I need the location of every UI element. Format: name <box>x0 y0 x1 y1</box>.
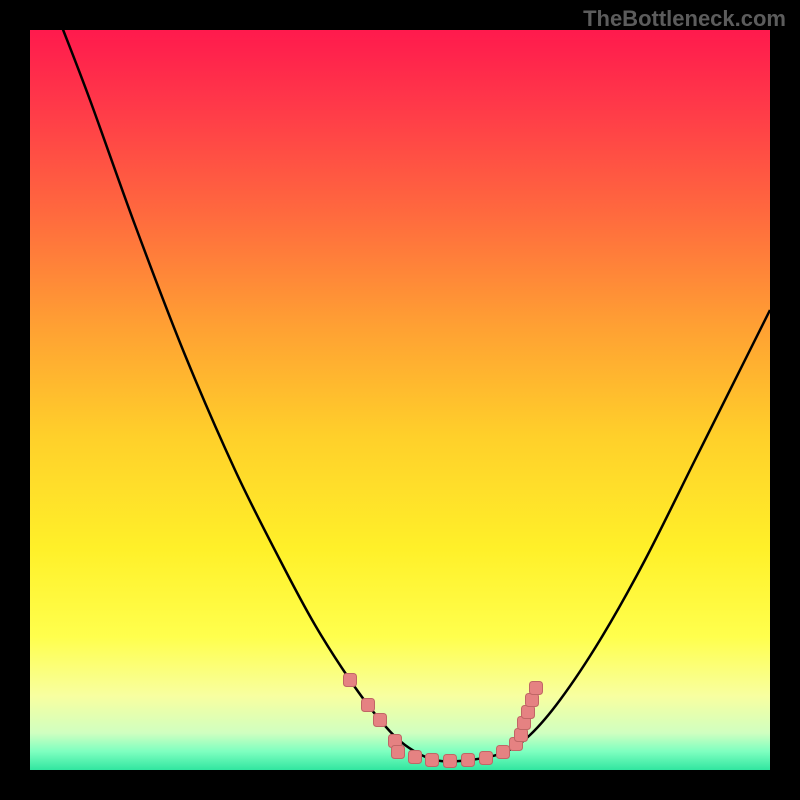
data-marker <box>362 699 375 712</box>
data-marker <box>497 746 510 759</box>
data-marker <box>392 746 405 759</box>
data-marker <box>526 694 539 707</box>
data-marker <box>462 754 475 767</box>
data-marker <box>522 706 535 719</box>
data-marker <box>344 674 357 687</box>
chart-frame: TheBottleneck.com <box>0 0 800 800</box>
data-marker <box>515 729 528 742</box>
bottleneck-curve <box>62 27 770 761</box>
bottleneck-curve-layer <box>0 0 800 800</box>
data-marker <box>530 682 543 695</box>
data-marker <box>374 714 387 727</box>
data-marker <box>444 755 457 768</box>
data-marker <box>480 752 493 765</box>
data-marker <box>426 754 439 767</box>
data-marker <box>409 751 422 764</box>
